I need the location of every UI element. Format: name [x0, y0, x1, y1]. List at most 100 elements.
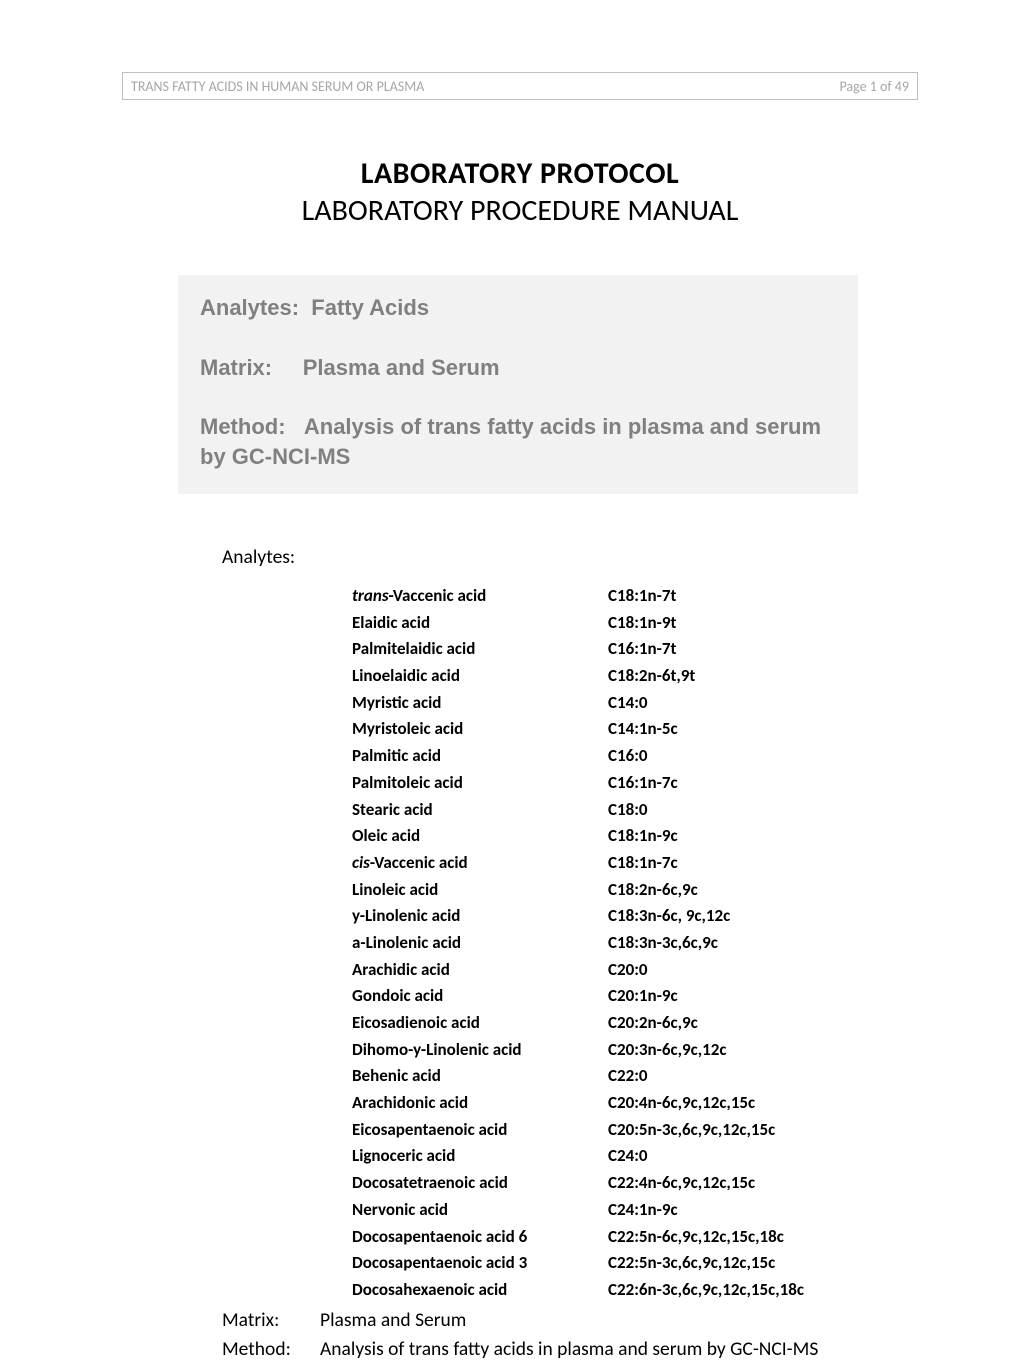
analyte-name-text: Palmitic acid [352, 745, 441, 766]
summary-matrix: Matrix: Plasma and Serum [200, 353, 836, 383]
analyte-code: C20:4n-6c,9c,12c,15c [608, 1090, 918, 1117]
analyte-name: Lignoceric acid [352, 1143, 608, 1170]
summary-method-label: Method: [200, 412, 286, 442]
analyte-code: C20:0 [608, 957, 918, 984]
analyte-name-text: Dihomo-y-Linolenic acid [352, 1039, 522, 1060]
analyte-row: Elaidic acidC18:1n-9t [352, 610, 918, 637]
analyte-name: Docosahexaenoic acid [352, 1277, 608, 1304]
summary-analytes-label: Analytes: [200, 293, 299, 323]
summary-method-value: Analysis of trans fatty acids in plasma … [200, 414, 821, 469]
analyte-row: Myristoleic acid C14:1n-5c [352, 716, 918, 743]
analyte-name: Palmitelaidic acid [352, 636, 608, 663]
summary-analytes-value: Fatty Acids [311, 295, 429, 320]
analyte-name-text: Gondoic acid [352, 985, 443, 1006]
analyte-name: Docosatetraenoic acid [352, 1170, 608, 1197]
analyte-name-text: Docosapentaenoic acid 3 [352, 1252, 527, 1273]
analyte-code: C22:6n-3c,6c,9c,12c,15c,18c [608, 1277, 918, 1304]
analyte-code: C18:2n-6t,9t [608, 663, 918, 690]
content-body: Analytes: trans-Vaccenic acidC18:1n-7tEl… [222, 545, 918, 1364]
analyte-row: Docosapentaenoic acid 3C22:5n-3c,6c,9c,1… [352, 1250, 918, 1277]
analyte-code: C18:1n-9c [608, 823, 918, 850]
title-main: LABORATORY PROTOCOL [122, 155, 918, 192]
analyte-name-text: Myristic acid [352, 692, 441, 713]
summary-analytes: Analytes: Fatty Acids [200, 293, 836, 323]
analyte-name-text: Eicosapentaenoic acid [352, 1119, 507, 1140]
analyte-code: C18:1n-7t [608, 583, 918, 610]
meta-matrix-value: Plasma and Serum [320, 1306, 918, 1335]
analyte-row: y-Linolenic acidC18:3n-6c, 9c,12c [352, 903, 918, 930]
analyte-row: Docosahexaenoic acidC22:6n-3c,6c,9c,12c,… [352, 1277, 918, 1304]
analyte-row: Linoelaidic acid C18:2n-6t,9t [352, 663, 918, 690]
analytes-table: trans-Vaccenic acidC18:1n-7tElaidic acid… [352, 583, 918, 1304]
analyte-prefix: trans [352, 585, 389, 606]
analyte-row: Arachidic acid C20:0 [352, 957, 918, 984]
analyte-name-text: Palmitoleic acid [352, 772, 463, 793]
analyte-name-text: -Vaccenic acid [370, 852, 468, 873]
analyte-name-text: Elaidic acid [352, 612, 430, 633]
analyte-name: Myristic acid [352, 690, 608, 717]
analyte-code: C20:5n-3c,6c,9c,12c,15c [608, 1117, 918, 1144]
analyte-name: Palmitic acid [352, 743, 608, 770]
analyte-row: Lignoceric acid C24:0 [352, 1143, 918, 1170]
analyte-code: C24:0 [608, 1143, 918, 1170]
analyte-row: a-Linolenic acid C18:3n-3c,6c,9c [352, 930, 918, 957]
page-number: Page 1 of 49 [839, 78, 909, 95]
analyte-row: Oleic acid C18:1n-9c [352, 823, 918, 850]
analyte-row: trans-Vaccenic acidC18:1n-7t [352, 583, 918, 610]
analyte-name: Docosapentaenoic acid 3 [352, 1250, 608, 1277]
analyte-name-text: Myristoleic acid [352, 718, 463, 739]
analyte-name-text: Oleic acid [352, 825, 420, 846]
analyte-name-text: Arachidonic acid [352, 1092, 468, 1113]
analyte-code: C20:1n-9c [608, 983, 918, 1010]
analyte-name-text: Nervonic acid [352, 1199, 448, 1220]
analyte-code: C24:1n-9c [608, 1197, 918, 1224]
analyte-name: Linoleic acid [352, 877, 608, 904]
analyte-row: Palmitelaidic acidC16:1n-7t [352, 636, 918, 663]
analyte-name-text: -Vaccenic acid [389, 585, 487, 606]
analyte-name-text: Arachidic acid [352, 959, 450, 980]
analyte-code: C22:5n-6c,9c,12c,15c,18c [608, 1224, 918, 1251]
analyte-code: C18:0 [608, 797, 918, 824]
analyte-row: Stearic acid C18:0 [352, 797, 918, 824]
analyte-row: Nervonic acid C24:1n-9c [352, 1197, 918, 1224]
summary-method: Method: Analysis of trans fatty acids in… [200, 412, 836, 471]
analyte-name: Behenic acid [352, 1063, 608, 1090]
analyte-row: cis-Vaccenic acidC18:1n-7c [352, 850, 918, 877]
analyte-name: Stearic acid [352, 797, 608, 824]
analyte-code: C18:3n-3c,6c,9c [608, 930, 918, 957]
analyte-name: Eicosapentaenoic acid [352, 1117, 608, 1144]
analyte-name-text: Docosatetraenoic acid [352, 1172, 508, 1193]
analyte-name-text: a-Linolenic acid [352, 932, 461, 953]
analyte-name: Oleic acid [352, 823, 608, 850]
header-title: TRANS FATTY ACIDS IN HUMAN SERUM OR PLAS… [131, 78, 839, 95]
analyte-name-text: Palmitelaidic acid [352, 638, 475, 659]
analyte-row: Palmitic acidC16:0 [352, 743, 918, 770]
analyte-code: C14:1n-5c [608, 716, 918, 743]
analyte-name: Eicosadienoic acid [352, 1010, 608, 1037]
analyte-name-text: Lignoceric acid [352, 1145, 455, 1166]
analyte-code: C20:2n-6c,9c [608, 1010, 918, 1037]
analyte-name-text: Linoelaidic acid [352, 665, 460, 686]
analyte-name: cis-Vaccenic acid [352, 850, 608, 877]
analyte-row: Docosatetraenoic acidC22:4n-6c,9c,12c,15… [352, 1170, 918, 1197]
analyte-name-text: Docosapentaenoic acid 6 [352, 1226, 527, 1247]
analyte-code: C18:3n-6c, 9c,12c [608, 903, 918, 930]
analyte-row: Gondoic acid C20:1n-9c [352, 983, 918, 1010]
title-sub: LABORATORY PROCEDURE MANUAL [122, 192, 918, 229]
analyte-name: Gondoic acid [352, 983, 608, 1010]
analyte-name-text: Stearic acid [352, 799, 433, 820]
analyte-row: Docosapentaenoic acid 6 C22:5n-6c,9c,12c,… [352, 1224, 918, 1251]
meta-matrix-label: Matrix: [222, 1306, 320, 1335]
analyte-code: C20:3n-6c,9c,12c [608, 1037, 918, 1064]
analyte-name: y-Linolenic acid [352, 903, 608, 930]
analyte-row: Arachidonic acid C20:4n-6c,9c,12c,15c [352, 1090, 918, 1117]
analyte-name: Arachidic acid [352, 957, 608, 984]
analyte-name: Nervonic acid [352, 1197, 608, 1224]
analyte-name-text: Eicosadienoic acid [352, 1012, 480, 1033]
analyte-row: Eicosadienoic acid C20:2n-6c,9c [352, 1010, 918, 1037]
analyte-name: Elaidic acid [352, 610, 608, 637]
summary-matrix-label: Matrix: [200, 353, 272, 383]
analyte-name: trans-Vaccenic acid [352, 583, 608, 610]
analyte-name: Docosapentaenoic acid 6 [352, 1224, 608, 1251]
analyte-row: Eicosapentaenoic acid C20:5n-3c,6c,9c,12c… [352, 1117, 918, 1144]
